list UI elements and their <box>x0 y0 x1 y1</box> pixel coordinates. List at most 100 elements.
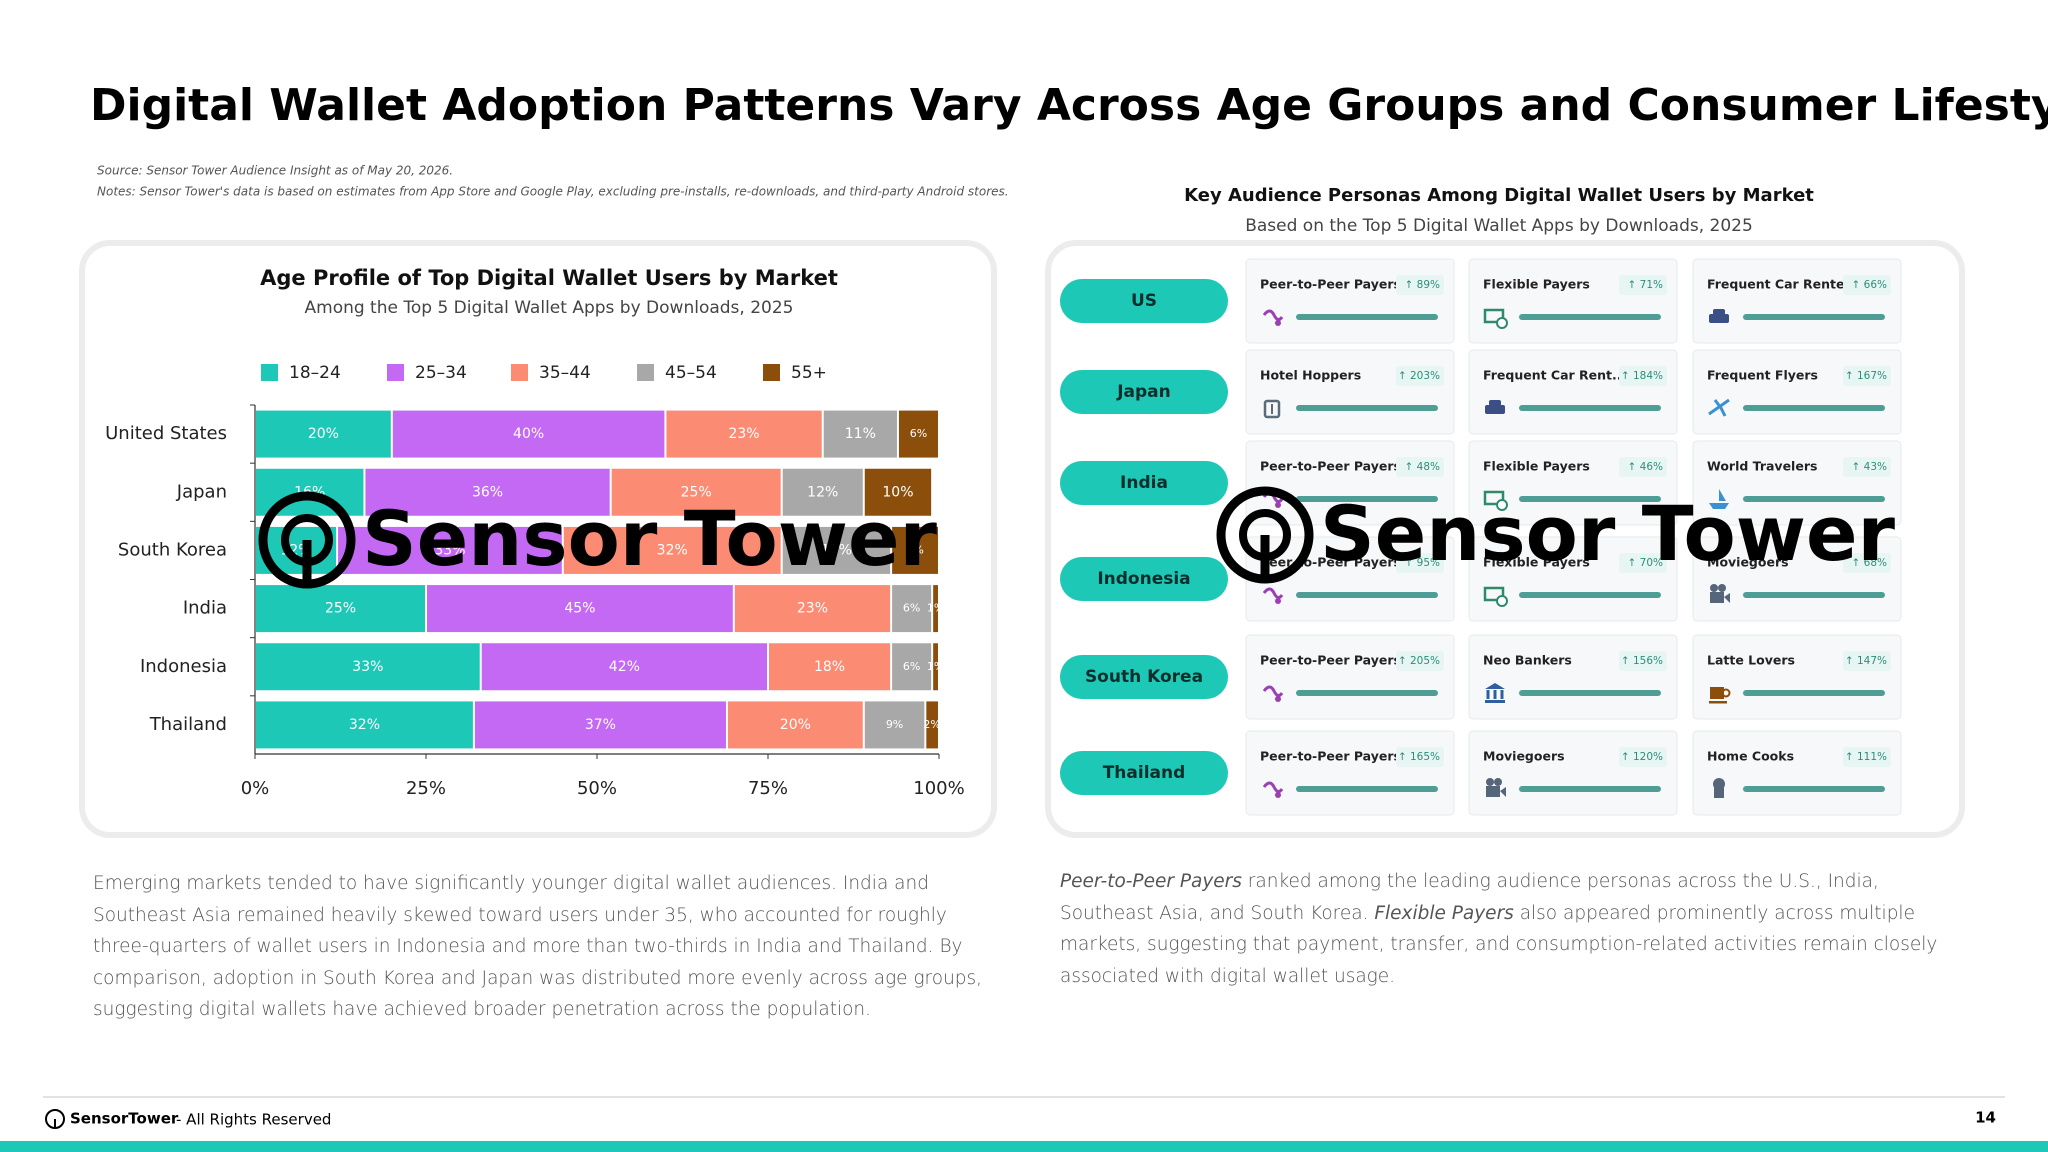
value-label: 45% <box>564 601 595 617</box>
legend-swatch <box>637 364 654 381</box>
value-label: 20% <box>308 426 339 442</box>
market-label: Japan <box>1116 382 1171 402</box>
persona-card <box>1692 634 1902 720</box>
value-label: 42% <box>609 659 640 675</box>
bar-segment <box>474 701 726 749</box>
icon <box>1262 685 1284 698</box>
legend-label: 25–34 <box>415 363 467 383</box>
y-tick-label: United States <box>105 423 227 444</box>
bar-segment <box>933 585 938 633</box>
persona-name: Hotel Hoppers <box>1260 368 1361 383</box>
icon <box>1275 502 1281 508</box>
legend-label: 45–54 <box>665 363 717 383</box>
icon <box>1710 592 1724 603</box>
value-label: 1% <box>927 602 944 615</box>
growth-chip <box>1843 366 1891 386</box>
value-label: 23% <box>728 426 759 442</box>
persona-name: Frequent Car Rent... <box>1483 368 1626 383</box>
value-label: 33% <box>352 659 383 675</box>
persona-card <box>1468 349 1678 435</box>
icon <box>1721 688 1731 698</box>
bar-segment <box>365 468 610 516</box>
icon <box>1485 683 1505 689</box>
growth-chip <box>1619 553 1667 573</box>
chart-subtitle: Among the Top 5 Digital Wallet Apps by D… <box>305 298 794 318</box>
bar-segment <box>666 410 822 458</box>
x-tick-label: 0% <box>241 778 270 799</box>
value-label: 6% <box>903 602 920 615</box>
market-pill <box>1060 279 1228 323</box>
persona-bar <box>1519 592 1661 598</box>
persona-card <box>1468 634 1678 720</box>
bar-segment <box>926 701 938 749</box>
x-tick-label: 75% <box>748 778 788 799</box>
value-label: 10% <box>882 484 913 500</box>
bar-segment <box>782 526 891 574</box>
y-tick-label: Thailand <box>149 714 227 735</box>
persona-card <box>1245 730 1455 816</box>
persona-bar <box>1519 786 1661 792</box>
bar-segment <box>563 526 781 574</box>
watermark: Sensor Tower <box>362 494 937 583</box>
paragraph-run: Flexible Payers <box>1374 902 1514 924</box>
persona-bar <box>1519 314 1661 320</box>
icon <box>1709 701 1727 704</box>
persona-card <box>1468 258 1678 344</box>
bar-segment <box>256 643 480 691</box>
persona-bar <box>1296 786 1438 792</box>
persona-growth: ↑ 203% <box>1398 370 1440 382</box>
legend-label: 18–24 <box>289 363 341 383</box>
growth-chip <box>1843 651 1891 671</box>
bar-segment <box>823 410 897 458</box>
market-label: Indonesia <box>1097 569 1190 589</box>
growth-chip <box>1396 747 1444 767</box>
persona-bar <box>1743 496 1885 502</box>
persona-name: Flexible Payers <box>1483 555 1590 570</box>
market-label: India <box>1120 473 1168 493</box>
icon <box>1483 586 1505 602</box>
persona-bar <box>1296 496 1438 502</box>
persona-name: Home Cooks <box>1707 749 1794 764</box>
legend-swatch <box>763 364 780 381</box>
persona-card <box>1245 634 1455 720</box>
value-label: 16% <box>821 542 852 558</box>
icon <box>1709 314 1729 323</box>
paragraph-run: also appeared prominently across multipl… <box>1060 902 1938 987</box>
icon <box>1496 317 1508 329</box>
icon <box>1709 489 1729 509</box>
icon <box>1489 400 1501 406</box>
value-label: 6% <box>910 427 927 440</box>
market-pill <box>1060 655 1228 699</box>
growth-chip <box>1396 275 1444 295</box>
persona-card <box>1692 349 1902 435</box>
footer-text: - All Rights Reserved <box>176 1111 331 1129</box>
icon <box>1500 787 1506 797</box>
growth-chip <box>1619 747 1667 767</box>
persona-growth: ↑ 71% <box>1628 279 1663 291</box>
persona-growth: ↑ 205% <box>1398 655 1440 667</box>
icon <box>1485 700 1505 703</box>
persona-growth: ↑ 70% <box>1628 557 1663 569</box>
icon <box>1493 690 1497 699</box>
icon <box>1486 786 1500 797</box>
persona-name: Frequent Flyers <box>1707 368 1818 383</box>
bar-segment <box>864 701 925 749</box>
legend-swatch <box>511 364 528 381</box>
bar-segment <box>892 585 932 633</box>
bar-segment <box>864 468 932 516</box>
icon <box>1494 778 1502 786</box>
persona-card <box>1468 730 1678 816</box>
market-label: South Korea <box>1085 667 1203 687</box>
persona-bar <box>1743 786 1885 792</box>
icon <box>1486 690 1490 699</box>
bar-segment <box>256 410 391 458</box>
persona-name: Peer-to-Peer Payers <box>1260 459 1401 474</box>
value-label: 25% <box>681 484 712 500</box>
icon <box>1718 584 1726 592</box>
icon <box>1500 690 1504 699</box>
icon <box>1710 687 1724 699</box>
persona-name: Frequent Car Renters <box>1707 277 1858 292</box>
value-label: 25% <box>325 601 356 617</box>
